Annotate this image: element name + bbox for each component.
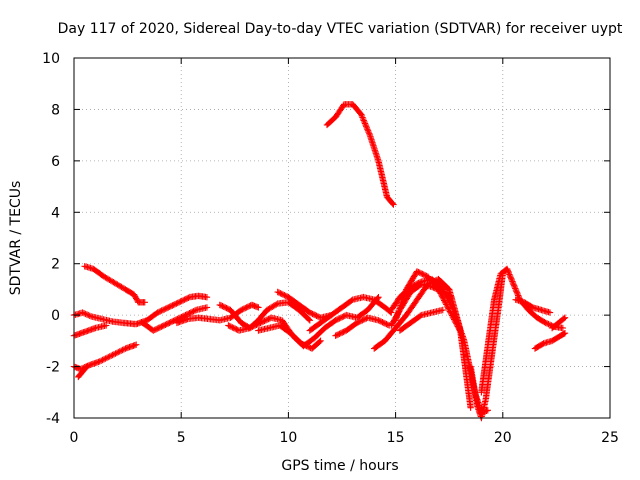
y-tick-label: -4 — [46, 411, 60, 427]
y-tick-label: -2 — [46, 360, 60, 376]
series-arc-6 — [139, 304, 211, 334]
series-arc-19 — [396, 306, 446, 334]
y-tick-labels: -4 -2 0 2 4 6 8 10 — [42, 51, 60, 427]
series-markers — [81, 263, 148, 306]
series-arc-22 — [512, 296, 554, 316]
series-markers — [75, 363, 91, 381]
series-markers — [332, 314, 393, 339]
axis-ticks — [73, 57, 611, 419]
series-markers — [306, 293, 395, 334]
x-tick-label: 0 — [70, 430, 79, 446]
series-markers — [512, 296, 554, 316]
x-tick-label: 25 — [601, 430, 619, 446]
x-tick-label: 15 — [387, 430, 405, 446]
series-markers — [392, 268, 464, 334]
series-arc-5 — [75, 363, 91, 381]
y-tick-label: 4 — [51, 205, 60, 221]
series-markers — [255, 322, 324, 352]
series-arc-12 — [306, 293, 395, 334]
series-arc-20 — [467, 270, 506, 422]
x-tick-label: 5 — [177, 430, 186, 446]
series-arc-10 — [255, 322, 324, 352]
series-arc-13 — [332, 314, 393, 339]
y-axis-label: SDTVAR / TECUs — [8, 181, 24, 296]
y-tick-label: 0 — [51, 308, 60, 324]
x-tick-label: 10 — [279, 430, 297, 446]
series-arc-24 — [548, 314, 569, 332]
x-axis-label: GPS time / hours — [281, 458, 398, 474]
y-tick-label: 6 — [51, 154, 60, 170]
series-markers — [323, 101, 397, 208]
x-tick-labels: 0 5 10 15 20 25 — [70, 430, 619, 446]
x-tick-label: 20 — [494, 430, 512, 446]
data-points — [70, 101, 569, 422]
series-markers — [531, 329, 569, 352]
series-arc-23 — [531, 329, 569, 352]
series-arc-14 — [323, 101, 397, 208]
chart-title: Day 117 of 2020, Sidereal Day-to-day VTE… — [58, 21, 623, 37]
series-arc-18 — [392, 268, 464, 334]
series-markers — [396, 306, 446, 334]
series-markers — [139, 304, 211, 334]
y-tick-label: 10 — [42, 51, 60, 67]
y-tick-label: 8 — [51, 102, 60, 118]
y-tick-label: 2 — [51, 257, 60, 273]
series-arc-1 — [81, 263, 148, 306]
series-markers — [548, 314, 569, 332]
plot-frame — [73, 57, 611, 419]
series-markers — [467, 270, 506, 422]
